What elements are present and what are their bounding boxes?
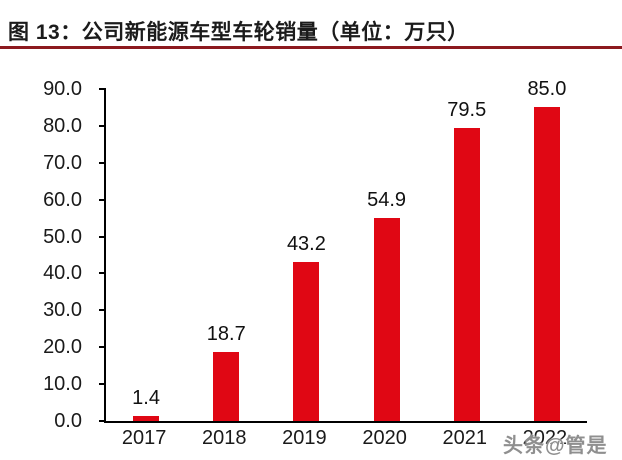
y-tick-label: 70.0 bbox=[43, 151, 82, 174]
bar-2019 bbox=[293, 261, 320, 421]
y-axis-tick bbox=[99, 124, 106, 127]
y-tick-label: 80.0 bbox=[43, 114, 82, 137]
x-axis-labels: 2017 2018 2019 2020 2021 2022 bbox=[104, 426, 585, 452]
y-axis-tick bbox=[99, 161, 106, 164]
bar-2022 bbox=[533, 107, 560, 421]
y-tick-label: 50.0 bbox=[43, 225, 82, 248]
data-label-2017: 1.4 bbox=[132, 386, 160, 409]
figure-title: 图 13：公司新能源车型车轮销量（单位：万只） bbox=[8, 21, 469, 44]
watermark: 头条@管是 bbox=[503, 435, 608, 457]
y-tick-label: 20.0 bbox=[43, 336, 82, 359]
bar-2017 bbox=[133, 415, 160, 421]
y-axis-tick bbox=[99, 235, 106, 238]
x-tick-label-2018: 2018 bbox=[202, 427, 247, 449]
y-tick-label: 60.0 bbox=[43, 188, 82, 211]
bar-2021 bbox=[453, 127, 480, 421]
y-axis-tick bbox=[99, 346, 106, 349]
y-axis-tick bbox=[99, 272, 106, 275]
y-axis-tick bbox=[99, 309, 106, 312]
x-tick-label-2020: 2020 bbox=[362, 427, 407, 449]
plot-area: 1.4 18.7 43.2 54.9 79.5 85.0 bbox=[99, 78, 587, 423]
data-label-2020: 54.9 bbox=[367, 189, 407, 212]
x-tick-label-2019: 2019 bbox=[282, 427, 327, 449]
y-tick-label: 0.0 bbox=[54, 410, 82, 432]
data-label-2018: 18.7 bbox=[206, 323, 246, 346]
y-tick-label: 40.0 bbox=[43, 262, 82, 285]
y-axis-tick bbox=[99, 88, 106, 90]
y-tick-label: 90.0 bbox=[43, 78, 82, 100]
data-label-2021: 79.5 bbox=[447, 98, 487, 121]
bar-2020 bbox=[373, 218, 400, 421]
bar-2018 bbox=[213, 352, 240, 421]
x-tick-label-2022: 2022 bbox=[522, 427, 568, 449]
x-tick-label-2021: 2021 bbox=[442, 427, 488, 449]
y-tick-label: 30.0 bbox=[43, 299, 82, 322]
y-axis-tick bbox=[99, 383, 106, 386]
y-axis-labels: 0.0 10.0 20.0 30.0 40.0 50.0 60.0 70.0 80.0 90.0 bbox=[0, 78, 82, 432]
y-axis-tick bbox=[99, 198, 106, 201]
x-tick-label-2017: 2017 bbox=[121, 427, 167, 449]
data-label-2019: 43.2 bbox=[286, 232, 326, 255]
y-axis-tick bbox=[99, 420, 106, 422]
data-label-2022: 85.0 bbox=[527, 78, 567, 101]
y-tick-label: 10.0 bbox=[43, 373, 82, 396]
title-underline bbox=[0, 46, 622, 49]
